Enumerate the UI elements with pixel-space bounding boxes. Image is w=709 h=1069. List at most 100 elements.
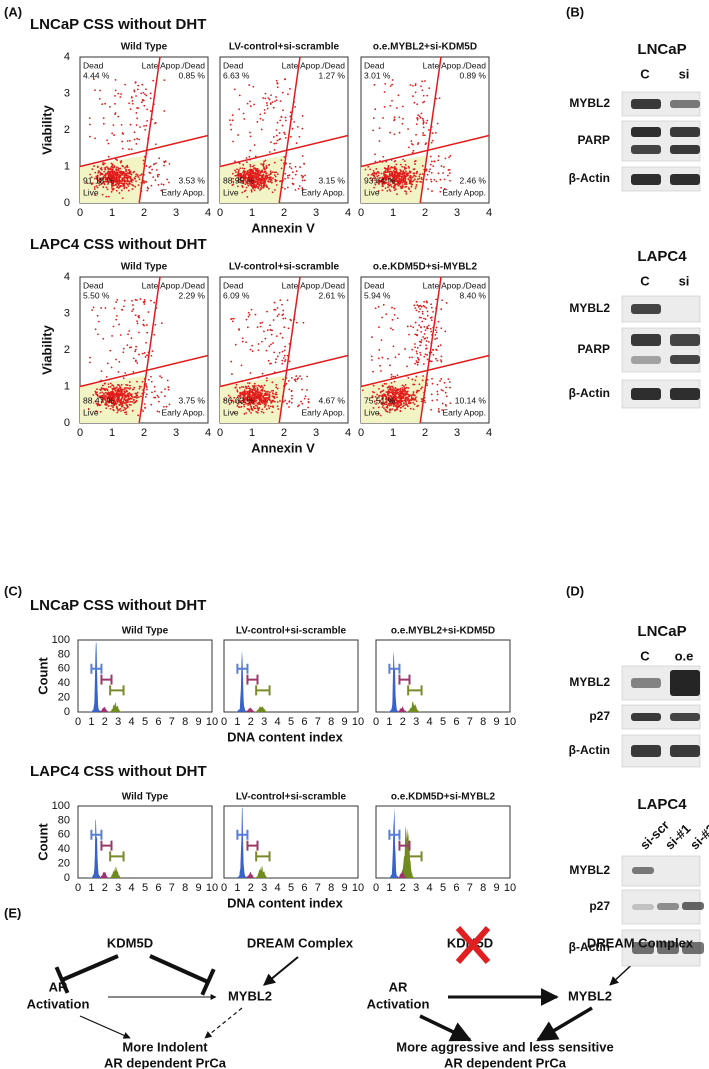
cell-point — [431, 382, 434, 385]
cell-point — [121, 403, 123, 406]
cell-line-label: LNCaP — [637, 41, 686, 58]
cell-point — [259, 189, 261, 191]
cell-point — [127, 333, 129, 336]
cell-point — [118, 175, 121, 178]
cell-point — [382, 303, 385, 306]
cell-point — [400, 177, 403, 180]
cell-point — [145, 181, 148, 183]
cell-point — [421, 89, 424, 92]
x-tick-label: 9 — [196, 882, 202, 894]
cell-point — [167, 386, 170, 388]
cell-point — [134, 314, 137, 317]
cell-point — [128, 403, 131, 406]
cell-point — [284, 119, 287, 122]
cell-point — [251, 385, 254, 387]
cell-point — [120, 391, 122, 394]
cell-point — [378, 388, 380, 390]
cell-point — [104, 172, 107, 175]
cell-point — [116, 174, 118, 177]
blot-row-label: p27 — [589, 899, 610, 913]
cell-point — [117, 184, 120, 187]
cell-point — [382, 182, 385, 185]
cell-point — [428, 170, 431, 173]
x-tick-label: 7 — [315, 716, 321, 728]
cell-point — [247, 398, 250, 401]
cell-point — [440, 327, 443, 330]
cell-point — [138, 387, 141, 390]
blot-band — [670, 670, 700, 696]
cell-point — [239, 393, 242, 396]
cell-point — [409, 171, 412, 173]
cell-point — [405, 402, 407, 405]
cell-point — [401, 384, 404, 387]
cell-point — [246, 181, 249, 184]
cell-point — [423, 355, 426, 358]
cell-point — [231, 373, 233, 375]
scatter-points — [364, 79, 452, 196]
cell-point — [245, 341, 248, 344]
blot-row-label: β-Actin — [569, 386, 610, 400]
cell-point — [124, 399, 127, 402]
cell-point — [377, 395, 380, 397]
cell-point — [407, 387, 410, 389]
cell-point — [274, 100, 276, 103]
cell-point — [416, 117, 419, 119]
cell-point — [264, 159, 267, 162]
cell-point — [92, 306, 95, 309]
cell-point — [411, 176, 414, 179]
cell-point — [261, 340, 263, 343]
cell-point — [259, 117, 262, 120]
cell-point — [131, 183, 133, 186]
cell-point — [425, 178, 428, 181]
cell-point — [106, 139, 109, 142]
x-tick-label: 2 — [102, 716, 108, 728]
cell-point — [379, 400, 382, 403]
cell-point — [376, 397, 379, 400]
y-tick-label: 0 — [64, 197, 70, 209]
cell-point — [270, 329, 273, 332]
cell-point — [415, 375, 418, 378]
cell-point — [294, 165, 297, 168]
cell-point — [416, 329, 419, 332]
quadrant-value: 4.44 % — [83, 70, 110, 80]
cell-point — [427, 324, 430, 327]
cell-point — [238, 395, 241, 397]
cell-point — [245, 318, 248, 321]
cell-point — [398, 393, 401, 395]
cell-point — [147, 311, 150, 313]
cell-point — [381, 316, 383, 319]
y-tick-label: 0 — [64, 872, 70, 884]
cell-point — [394, 172, 397, 175]
cell-point — [254, 395, 257, 397]
cell-point — [420, 305, 423, 308]
cell-point — [375, 173, 378, 175]
cell-point — [272, 342, 274, 344]
x-tick-label: 4 — [427, 716, 433, 728]
cell-point — [395, 188, 397, 191]
cell-point — [258, 385, 261, 387]
cell-point — [276, 139, 279, 142]
cell-point — [423, 100, 426, 103]
x-tick-label: 0 — [358, 427, 364, 439]
cell-point — [425, 122, 428, 124]
cell-point — [112, 175, 115, 178]
cell-point — [107, 155, 110, 158]
cell-point — [252, 177, 254, 180]
cell-point — [116, 397, 119, 399]
gate-line — [360, 134, 490, 168]
cell-point — [425, 142, 427, 145]
cell-point — [435, 331, 438, 334]
cell-point — [115, 189, 118, 192]
cell-point — [149, 110, 152, 112]
cell-point — [130, 148, 133, 151]
cell-point — [112, 393, 115, 396]
cell-point — [408, 180, 411, 183]
cell-point — [258, 398, 260, 401]
cell-point — [397, 401, 400, 403]
cell-point — [400, 397, 403, 400]
cell-point — [238, 401, 241, 404]
cell-point — [256, 411, 259, 414]
cell-point — [262, 97, 265, 99]
x-tick-label: 0 — [217, 207, 223, 219]
cell-point — [276, 82, 279, 84]
